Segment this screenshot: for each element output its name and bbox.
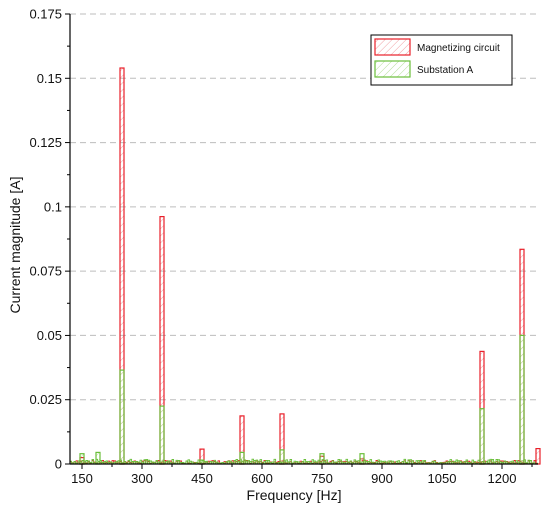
bar-substation [159, 405, 165, 465]
legend-swatch-substation [374, 60, 411, 78]
bar-substation [79, 453, 85, 465]
x-axis-title: Frequency [Hz] [247, 487, 342, 503]
legend-label-magnetizing: Magnetizing circuit [417, 43, 500, 54]
bar-substation [119, 369, 125, 465]
legend-swatch-magnetizing [374, 38, 411, 56]
bar-substation [519, 334, 525, 465]
x-tick-label: 150 [71, 471, 93, 486]
x-tick-label: 600 [251, 471, 273, 486]
bar-substation [359, 453, 365, 465]
x-tick-label: 750 [311, 471, 333, 486]
x-tick-label: 300 [131, 471, 153, 486]
bar-substation [479, 408, 485, 465]
y-tick-label: 0.05 [37, 328, 62, 343]
y-tick-label: 0.075 [29, 264, 62, 279]
bar-magnetizing [535, 448, 541, 465]
bar-substation [279, 449, 285, 465]
legend-label-substation: Substation A [417, 65, 473, 76]
y-tick-label: 0.025 [29, 392, 62, 407]
x-tick-label: 1050 [428, 471, 457, 486]
tick-labels: 0 0.025 0.05 0.075 0.1 0.125 0.15 0.175 150 300 45… [29, 7, 516, 487]
y-tick-label: 0 [55, 457, 62, 472]
y-tick-label: 0.15 [37, 71, 62, 86]
y-tick-label: 0.175 [29, 7, 62, 22]
y-axis-title: Current magnitude [A] [7, 177, 23, 314]
noise-floor [69, 458, 539, 465]
legend: Magnetizing circuit Substation A [370, 34, 513, 86]
noise-substation [69, 458, 539, 465]
grid-lines [70, 13, 538, 401]
y-tick-label: 0.1 [44, 199, 62, 214]
axes [65, 13, 538, 469]
bar-substation [239, 451, 245, 465]
x-tick-label: 900 [371, 471, 393, 486]
x-tick-label: 450 [191, 471, 213, 486]
x-tick-label: 1200 [488, 471, 517, 486]
bar-substation [95, 451, 101, 465]
bar-substation [319, 453, 325, 465]
y-tick-label: 0.125 [29, 135, 62, 150]
